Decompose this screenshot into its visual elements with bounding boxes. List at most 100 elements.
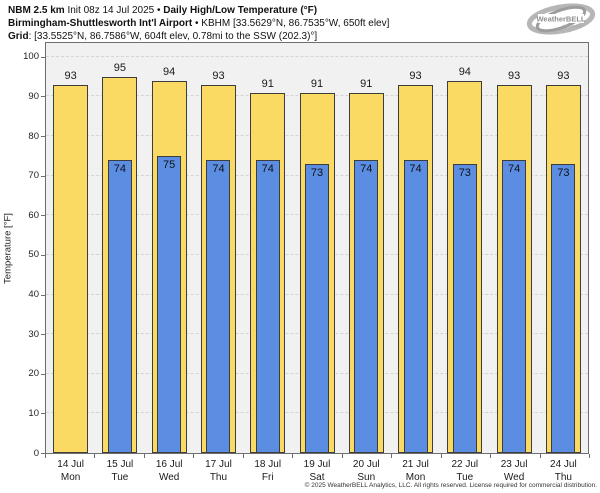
y-tick-40: [41, 294, 45, 296]
x-label-date: 19 Jul: [303, 459, 331, 470]
y-tick-0: [41, 453, 45, 454]
y-tick-70: [41, 175, 45, 177]
x-label: 24 Jul Thu: [533, 459, 593, 484]
x-tick: [589, 454, 590, 458]
y-tick-label-90: 90: [28, 90, 39, 102]
x-label-date: 22 Jul: [451, 459, 479, 470]
x-label-dow: Tue: [456, 471, 474, 483]
x-tick: [292, 454, 294, 458]
y-tick-label-30: 30: [28, 328, 39, 340]
x-label-dow: Wed: [503, 471, 525, 483]
y-tick-10: [41, 413, 45, 415]
low-value-label: 73: [310, 166, 324, 179]
low-value-label: 75: [163, 158, 176, 171]
high-value-label: 91: [261, 77, 274, 90]
low-value-label: 73: [458, 166, 471, 179]
high-value-label: 95: [113, 61, 127, 74]
x-label-dow: Thu: [554, 471, 572, 483]
x-label-dow: Fri: [261, 471, 274, 483]
header-line-3: Grid: [33.5525°N, 86.7586°W, 604ft elev,…: [8, 30, 389, 43]
low-bar: [255, 159, 280, 453]
x-label: 21 Jul Mon: [386, 459, 446, 484]
low-value-label: 73: [557, 166, 570, 179]
weatherbell-logo: WeatherBELL Analytics LLC: [526, 3, 596, 35]
low-value-label: 74: [113, 162, 127, 175]
x-label-dow: Sat: [309, 471, 325, 483]
x-label-dow: Thu: [209, 471, 228, 483]
x-label-date: 20 Jul: [352, 459, 380, 470]
station-coords: • KBHM [33.5629°N, 86.7535°W, 650ft elev…: [192, 18, 390, 29]
x-label-date: 16 Jul: [155, 459, 183, 470]
high-value-label: 91: [360, 77, 373, 90]
low-value-label: 74: [360, 162, 373, 175]
x-label: 15 Jul Tue: [90, 459, 150, 484]
x-label: 16 Jul Wed: [139, 459, 199, 484]
x-tick: [391, 454, 393, 458]
low-value-label: 74: [212, 162, 225, 175]
high-bar: [53, 84, 89, 453]
x-tick: [143, 454, 145, 458]
low-bar: [305, 163, 329, 453]
y-tick-50: [41, 254, 45, 256]
x-label: 19 Jul Sat: [287, 459, 347, 484]
high-value-label: 93: [507, 69, 521, 82]
logo-subtext: Analytics LLC: [562, 24, 582, 28]
y-tick-20: [41, 373, 45, 375]
x-label: 18 Jul Fri: [238, 459, 298, 484]
x-label: 23 Jul Wed: [484, 459, 544, 484]
low-bar: [502, 159, 527, 453]
y-tick-label-50: 50: [28, 249, 39, 261]
x-label-date: 23 Jul: [500, 459, 528, 470]
x-label-dow: Wed: [158, 471, 180, 483]
high-value-label: 93: [64, 69, 77, 82]
logo-text: WeatherBELL: [536, 15, 585, 24]
low-value-label: 74: [409, 162, 422, 175]
y-tick-label-40: 40: [28, 289, 39, 301]
x-label-dow: Mon: [60, 471, 81, 483]
x-tick: [242, 454, 244, 458]
bars-layer: 93 95 74 94 75 93 74 91 74 91 73 91 74 93 74 94 73 93 74 93…: [46, 43, 588, 453]
high-value-label: 93: [212, 69, 225, 82]
x-tick: [539, 454, 541, 458]
x-label-dow: Mon: [405, 471, 426, 483]
x-label: 14 Jul Mon: [41, 459, 101, 484]
y-tick-label-60: 60: [28, 209, 39, 221]
swirl-icon: [526, 3, 596, 35]
high-value-label: 93: [557, 69, 570, 82]
low-value-label: 74: [261, 162, 274, 175]
grid-label: Grid: [8, 31, 29, 42]
high-value-label: 93: [409, 69, 422, 82]
y-tick-label-100: 100: [23, 51, 39, 63]
low-value-label: 74: [507, 162, 521, 175]
x-label-date: 24 Jul: [550, 459, 577, 470]
model-name: NBM 2.5 km: [8, 5, 65, 16]
low-bar: [354, 159, 379, 453]
x-tick: [45, 454, 46, 458]
high-value-label: 94: [458, 65, 471, 78]
x-label-date: 14 Jul: [57, 459, 84, 470]
low-bar: [403, 159, 428, 453]
gridline-100: [46, 55, 588, 57]
y-tick-60: [41, 215, 45, 217]
x-label: 20 Jul Sun: [336, 459, 396, 484]
grid-coords: : [33.5525°N, 86.7586°W, 604ft elev, 0.7…: [28, 31, 318, 42]
init-time: Init 08z 14 Jul 2025 •: [64, 5, 164, 16]
x-tick: [440, 454, 442, 458]
y-tick-90: [41, 96, 45, 98]
x-label-date: 15 Jul: [106, 459, 134, 470]
chart-title: Daily High/Low Temperature (°F): [163, 5, 318, 16]
y-tick-80: [41, 136, 45, 138]
x-tick: [490, 454, 492, 458]
x-label: 22 Jul Tue: [435, 459, 495, 484]
y-tick-label-70: 70: [28, 170, 39, 182]
x-label-date: 21 Jul: [402, 459, 429, 470]
high-value-label: 94: [163, 65, 176, 78]
y-tick-30: [41, 334, 45, 336]
y-axis-title: Temperature [°F]: [2, 213, 14, 284]
x-label-dow: Tue: [111, 471, 129, 483]
low-bar: [157, 155, 182, 453]
x-tick: [94, 454, 96, 458]
header-line-2: Birmingham-Shuttlesworth Int'l Airport •…: [8, 17, 389, 30]
header-line-1: NBM 2.5 km Init 08z 14 Jul 2025 • Daily …: [8, 4, 389, 17]
x-tick: [341, 454, 343, 458]
